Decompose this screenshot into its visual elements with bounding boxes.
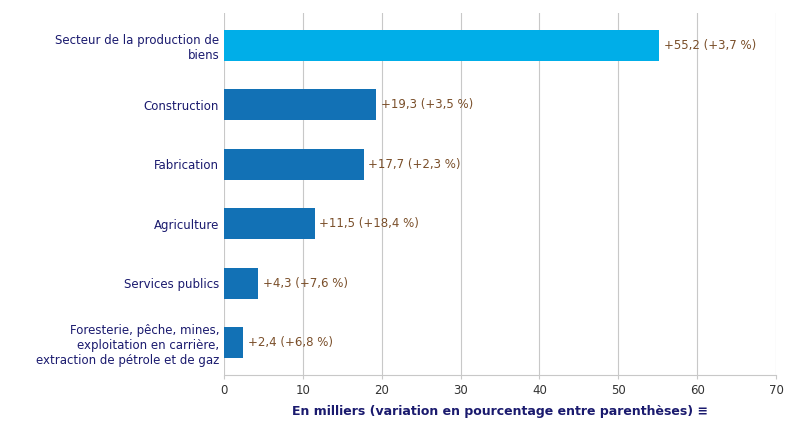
Bar [224,268,258,299]
Text: +19,3 (+3,5 %): +19,3 (+3,5 %) [381,98,473,111]
Text: +4,3 (+7,6 %): +4,3 (+7,6 %) [262,277,348,290]
Bar [224,328,243,359]
Bar [224,149,363,180]
X-axis label: En milliers (variation en pourcentage entre parenthèses) ≡: En milliers (variation en pourcentage en… [292,405,708,418]
Text: +55,2 (+3,7 %): +55,2 (+3,7 %) [664,39,756,52]
Bar [224,89,376,120]
Text: +11,5 (+18,4 %): +11,5 (+18,4 %) [319,217,419,230]
Bar [224,30,659,60]
Text: +2,4 (+6,8 %): +2,4 (+6,8 %) [248,336,333,349]
Text: +17,7 (+2,3 %): +17,7 (+2,3 %) [368,158,461,171]
Bar [224,208,314,239]
